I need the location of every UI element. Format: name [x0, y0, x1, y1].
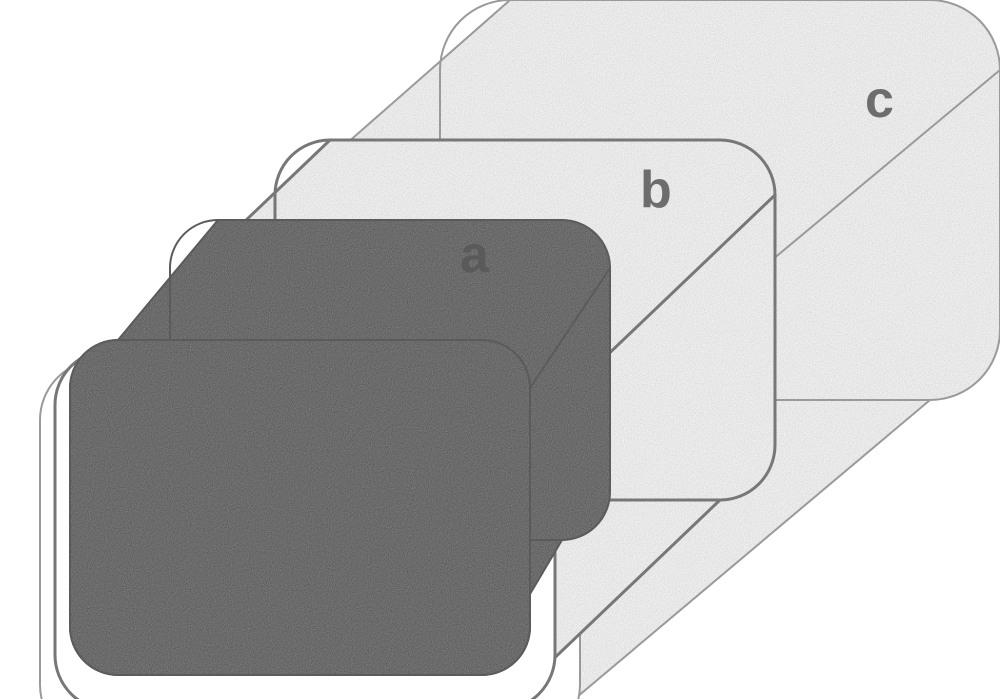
label-c: c [865, 70, 894, 130]
layer-a [0, 0, 1000, 699]
label-b: b [640, 160, 672, 220]
layered-prism-diagram: c b a [0, 0, 1000, 699]
label-a: a [460, 225, 489, 285]
